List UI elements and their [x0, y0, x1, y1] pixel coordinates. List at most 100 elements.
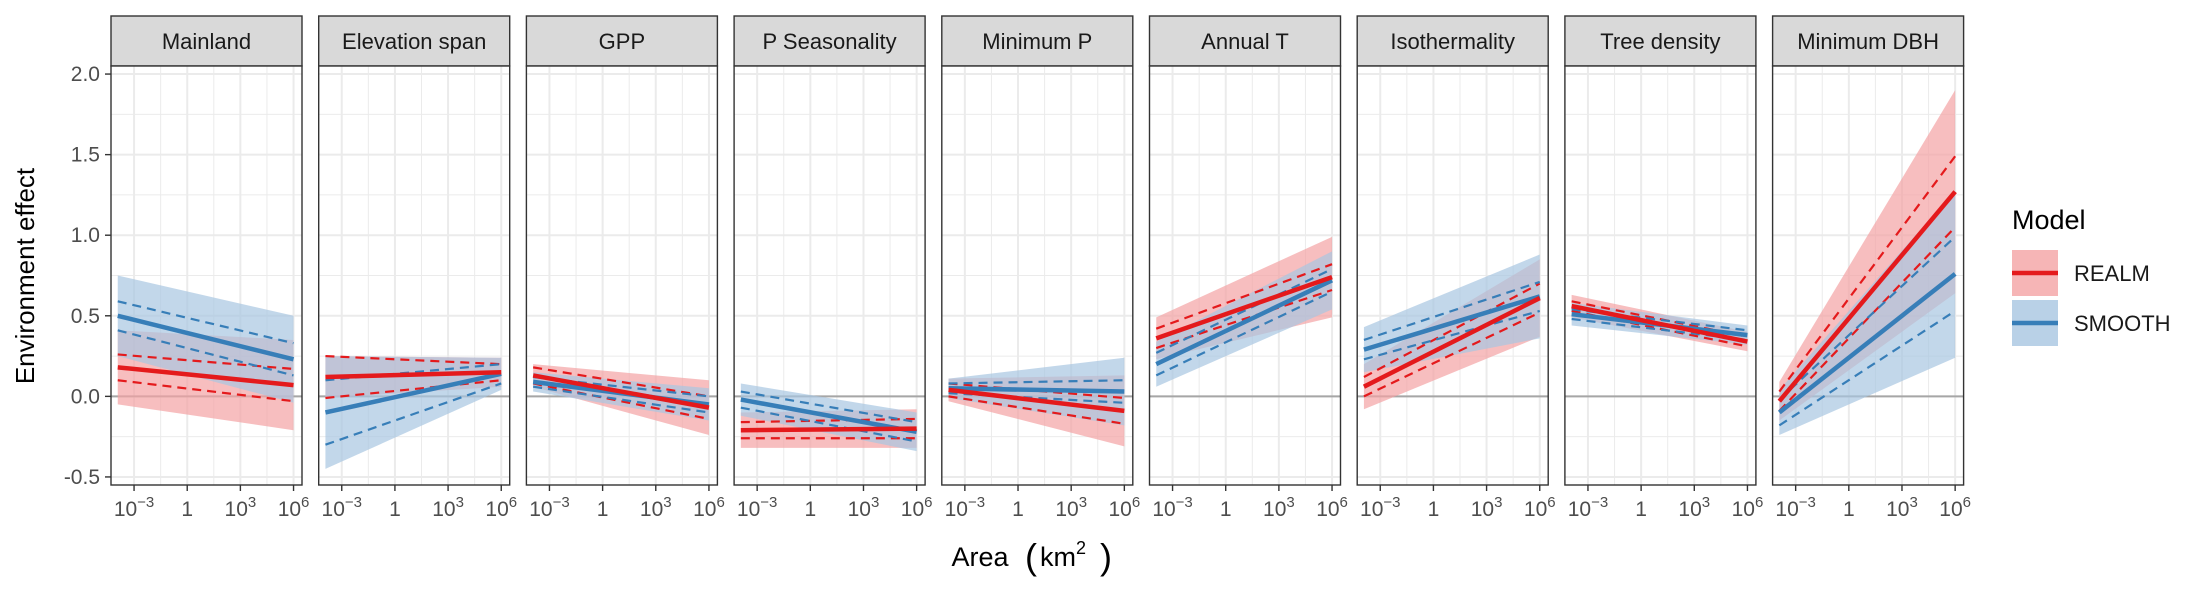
smooth-interval-line	[1778, 310, 1956, 427]
x-tick-label: 106	[1732, 494, 1764, 521]
facet-title: Mainland	[162, 29, 251, 54]
facet-title: Elevation span	[342, 29, 486, 54]
x-tick-label: 1	[1220, 498, 1232, 521]
facet-title: Annual T	[1201, 29, 1289, 54]
facet-panel: Tree density	[1564, 15, 1757, 486]
legend: Model REALM SMOOTH	[2012, 205, 2171, 346]
smooth-fit-line	[1155, 278, 1334, 367]
realm-fit-line	[740, 426, 917, 433]
realm-interval-line	[1155, 263, 1333, 330]
realm-fit-line	[325, 369, 502, 380]
panel-border	[525, 65, 719, 486]
x-tick-label: 10−3	[737, 494, 777, 521]
x-tick-label: 103	[1471, 494, 1503, 521]
panel-border	[733, 65, 926, 486]
x-tick-label: 10−3	[114, 494, 154, 521]
x-tick-label: 103	[1678, 494, 1710, 521]
x-axis-label: Area (km2)	[951, 536, 1112, 577]
realm-fit-line	[1362, 296, 1541, 389]
y-axis-label: Environment effect	[10, 167, 40, 384]
x-tick-label: 103	[225, 494, 257, 521]
facet-panel: Minimum P	[941, 15, 1134, 486]
facet-strip	[1564, 15, 1757, 67]
realm-fit-line	[117, 365, 294, 388]
smooth-fit-line	[1363, 294, 1541, 352]
x-tick-label: 106	[1524, 494, 1556, 521]
x-tick-label: 106	[1316, 494, 1348, 521]
panel-border	[1771, 65, 1965, 486]
x-tick-label: 1	[1843, 498, 1855, 521]
realm-fit-line	[1777, 190, 1957, 403]
y-tick-label: 1.0	[71, 224, 100, 247]
x-tick-label: 106	[693, 494, 725, 521]
panel-border	[1564, 65, 1757, 486]
x-tick-label: 1	[389, 498, 401, 521]
facet-title: Minimum P	[982, 29, 1092, 54]
smooth-interval-line	[1363, 280, 1541, 342]
x-tick-label: 103	[848, 494, 880, 521]
facet-title: P Seasonality	[763, 29, 897, 54]
x-tick-label: 1	[1635, 498, 1647, 521]
x-tick-label: 10−3	[529, 494, 569, 521]
y-tick-label: 1.5	[71, 144, 100, 167]
facet-panel: P Seasonality	[733, 15, 926, 486]
smooth-fit-line	[948, 386, 1125, 394]
smooth-interval-line	[1778, 236, 1956, 401]
realm-fit-line	[948, 387, 1125, 414]
facet-strip	[733, 15, 926, 67]
x-tick-label: 106	[1939, 494, 1971, 521]
y-tick-label: 0.5	[71, 305, 100, 328]
x-tick-label: 103	[1263, 494, 1295, 521]
x-tick-label: 10−3	[1568, 494, 1608, 521]
facet-title: GPP	[599, 29, 645, 54]
facet-panel: GPP	[525, 15, 719, 486]
realm-interval-line	[1778, 155, 1957, 393]
realm-interval-line	[1778, 226, 1956, 412]
smooth-fit-line	[117, 313, 295, 362]
smooth-interval-line	[1363, 309, 1541, 361]
facet-strip	[941, 15, 1134, 67]
smooth-interval-line	[117, 329, 294, 377]
realm-confidence-band	[1779, 90, 1956, 421]
realm-fit-line	[1571, 303, 1748, 344]
x-tick-label: 10−3	[1775, 494, 1815, 521]
x-tick-label: 103	[640, 494, 672, 521]
panel-border	[318, 65, 511, 486]
x-tick-label: 1	[597, 498, 609, 521]
realm-fit-line	[532, 373, 710, 410]
facet-panel: Isothermality	[1356, 15, 1549, 486]
realm-interval-line	[1363, 282, 1541, 378]
smooth-confidence-band	[1363, 254, 1540, 373]
x-tick-label: 10−3	[1360, 494, 1400, 521]
x-tick-label: 103	[432, 494, 464, 521]
x-tick-label: 106	[901, 494, 933, 521]
realm-fit-line	[1155, 274, 1333, 341]
x-tick-label: 106	[1108, 494, 1140, 521]
facet-strip	[110, 15, 303, 67]
panel-border	[941, 65, 1134, 486]
facet-panel: Annual T	[1148, 15, 1342, 486]
panel-border	[1356, 65, 1549, 486]
legend-title: Model	[2012, 205, 2086, 235]
panel-border	[1148, 65, 1342, 486]
facet-panel: Minimum DBH	[1771, 15, 1965, 486]
smooth-interval-line	[117, 300, 294, 345]
smooth-fit-line	[324, 371, 502, 415]
y-tick-label: 0.0	[71, 385, 100, 408]
chart-axes: 10−3 1 103 106 10−3 1 103 106 10−3 1 103 106 10−3 1 10…	[64, 63, 1971, 521]
x-tick-label: 1	[1012, 498, 1024, 521]
x-axis-paren: (	[1025, 536, 1037, 577]
chart-panels: Mainland Elevation span GPP P Seasonality Mi…	[110, 15, 1965, 486]
x-tick-label: 10−3	[1152, 494, 1192, 521]
x-tick-label: 103	[1055, 494, 1087, 521]
x-tick-label: 10−3	[945, 494, 985, 521]
facet-panel: Elevation span	[318, 15, 511, 486]
realm-interval-line	[1363, 311, 1541, 398]
smooth-interval-line	[325, 382, 502, 446]
facet-title: Minimum DBH	[1797, 29, 1939, 54]
y-tick-label: -0.5	[64, 466, 100, 489]
smooth-interval-line	[1155, 268, 1333, 354]
smooth-interval-line	[1155, 290, 1333, 377]
facet-panel: Mainland	[110, 15, 303, 486]
